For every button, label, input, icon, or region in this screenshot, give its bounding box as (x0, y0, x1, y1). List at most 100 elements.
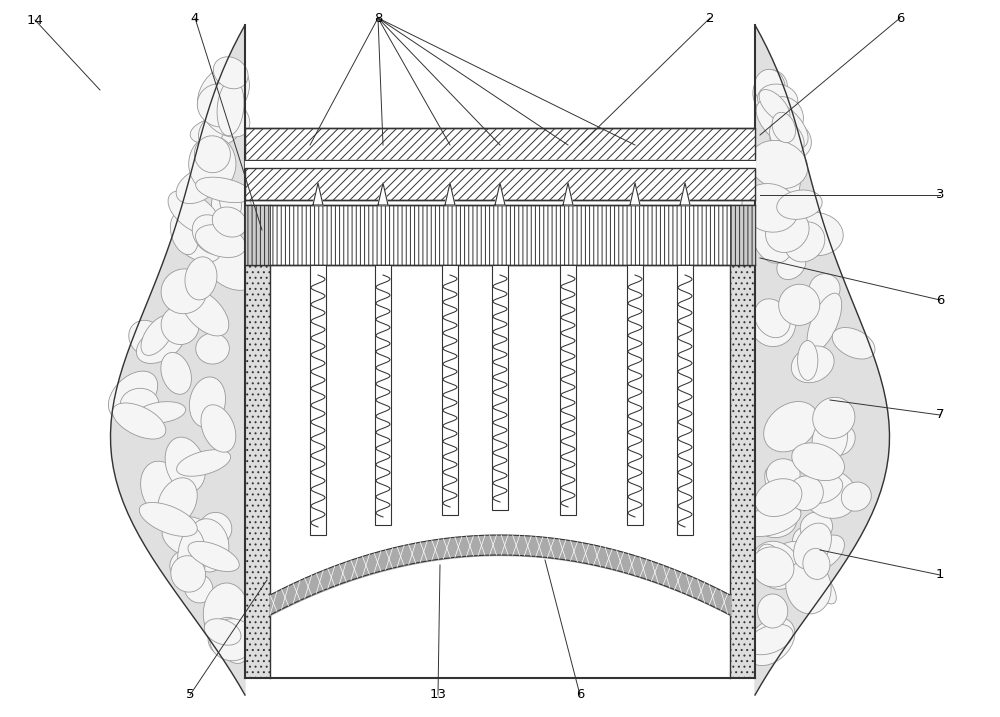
Ellipse shape (196, 333, 229, 364)
Text: 1: 1 (936, 569, 944, 581)
Ellipse shape (170, 550, 195, 576)
Ellipse shape (804, 535, 844, 571)
Polygon shape (378, 183, 388, 205)
Ellipse shape (841, 482, 871, 511)
Polygon shape (445, 183, 455, 205)
Ellipse shape (189, 136, 236, 192)
Ellipse shape (797, 558, 836, 604)
Ellipse shape (757, 544, 784, 581)
Ellipse shape (813, 397, 855, 439)
Polygon shape (630, 183, 640, 205)
Ellipse shape (195, 224, 246, 257)
Ellipse shape (197, 65, 249, 123)
Ellipse shape (751, 547, 794, 587)
Ellipse shape (742, 504, 801, 536)
Ellipse shape (202, 95, 250, 137)
Ellipse shape (802, 469, 857, 518)
Ellipse shape (176, 168, 220, 204)
Ellipse shape (757, 594, 788, 628)
Ellipse shape (204, 619, 241, 645)
Bar (375, 265, 391, 525)
Ellipse shape (755, 70, 784, 103)
Polygon shape (111, 25, 245, 695)
Ellipse shape (177, 450, 231, 476)
Ellipse shape (212, 207, 247, 237)
Ellipse shape (213, 76, 245, 107)
Ellipse shape (777, 190, 822, 219)
Ellipse shape (141, 315, 174, 356)
Ellipse shape (171, 556, 206, 592)
Ellipse shape (190, 117, 238, 143)
Bar (245, 168, 755, 200)
Polygon shape (245, 160, 755, 168)
Ellipse shape (791, 346, 834, 383)
Ellipse shape (203, 583, 248, 643)
Ellipse shape (197, 84, 244, 127)
Ellipse shape (764, 402, 818, 452)
Text: 13: 13 (430, 688, 446, 701)
Ellipse shape (758, 508, 797, 538)
Ellipse shape (756, 100, 808, 149)
Polygon shape (563, 183, 573, 205)
Ellipse shape (804, 475, 843, 503)
Bar (310, 265, 326, 535)
Bar (730, 265, 755, 678)
Ellipse shape (755, 541, 804, 581)
Ellipse shape (158, 478, 197, 526)
Ellipse shape (215, 622, 247, 663)
Ellipse shape (181, 288, 229, 336)
Ellipse shape (751, 302, 796, 346)
Bar (627, 265, 643, 525)
Ellipse shape (758, 84, 798, 115)
Text: 5: 5 (186, 688, 194, 701)
Ellipse shape (746, 617, 795, 665)
Bar (245, 265, 270, 678)
Ellipse shape (751, 201, 796, 263)
Text: 8: 8 (374, 11, 382, 24)
Ellipse shape (189, 377, 226, 427)
Text: 6: 6 (576, 688, 584, 701)
Bar (492, 265, 508, 510)
Ellipse shape (831, 427, 855, 455)
Ellipse shape (752, 541, 800, 589)
Ellipse shape (779, 284, 820, 326)
Ellipse shape (165, 437, 205, 492)
Ellipse shape (809, 274, 840, 305)
Ellipse shape (213, 57, 248, 89)
Ellipse shape (170, 212, 198, 255)
Ellipse shape (139, 503, 197, 536)
Bar (730, 205, 755, 265)
Bar (245, 128, 755, 678)
Ellipse shape (202, 211, 235, 236)
Ellipse shape (112, 403, 166, 439)
Ellipse shape (161, 269, 207, 314)
Ellipse shape (798, 341, 818, 380)
Ellipse shape (788, 564, 818, 586)
Ellipse shape (196, 177, 252, 203)
Bar (677, 265, 693, 535)
Ellipse shape (185, 257, 217, 300)
Text: 14: 14 (27, 14, 43, 27)
Ellipse shape (108, 371, 158, 419)
Text: 3: 3 (936, 189, 944, 201)
Ellipse shape (141, 461, 185, 518)
Ellipse shape (161, 353, 191, 394)
Ellipse shape (201, 405, 236, 452)
Ellipse shape (204, 242, 259, 290)
Bar (442, 265, 458, 515)
Ellipse shape (188, 541, 239, 571)
Ellipse shape (784, 222, 825, 262)
Bar (560, 265, 576, 515)
Ellipse shape (194, 136, 230, 173)
Polygon shape (313, 183, 323, 205)
Ellipse shape (766, 210, 809, 252)
Ellipse shape (807, 293, 842, 352)
Ellipse shape (162, 516, 220, 558)
Ellipse shape (168, 191, 220, 235)
Ellipse shape (204, 613, 253, 658)
Ellipse shape (786, 560, 831, 614)
Ellipse shape (761, 97, 803, 139)
Text: 6: 6 (936, 293, 944, 306)
Ellipse shape (792, 443, 844, 480)
Ellipse shape (770, 120, 811, 159)
